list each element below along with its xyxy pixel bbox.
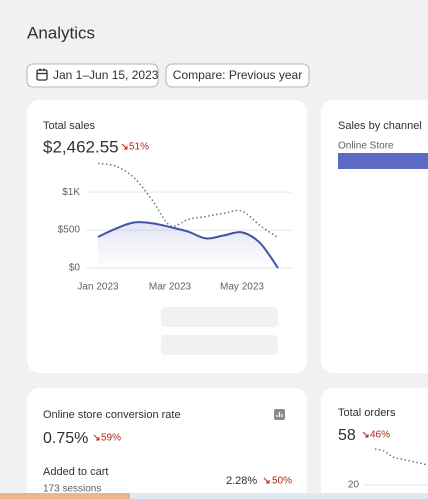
date-button[interactable] bbox=[26, 63, 159, 88]
down-icon bbox=[263, 477, 270, 484]
y-tick-label: 20 bbox=[348, 480, 360, 491]
calendar-icon bbox=[36, 68, 48, 81]
down-icon bbox=[121, 143, 128, 150]
taskbar bbox=[0, 493, 428, 499]
card-title: Total orders bbox=[338, 407, 396, 419]
metric: 0.75% bbox=[43, 430, 88, 447]
card bbox=[27, 388, 307, 499]
page-title: Analytics bbox=[27, 23, 95, 42]
legend-item[interactable] bbox=[161, 307, 278, 327]
x-tick-label: Jan 2023 bbox=[77, 282, 119, 293]
y-tick-label: $500 bbox=[58, 225, 81, 236]
card-title: Total sales bbox=[43, 120, 95, 132]
y-tick-label: $0 bbox=[69, 263, 81, 274]
taskbar-item bbox=[0, 493, 130, 499]
channel-label: Online Store bbox=[338, 141, 394, 152]
x-tick-label: Mar 2023 bbox=[149, 282, 192, 293]
row-sessions: 173 sessions bbox=[43, 484, 101, 495]
x-tick-label: May 2023 bbox=[220, 282, 264, 293]
date-range[interactable]: Jan 1–Jun 15, 2023 bbox=[53, 68, 159, 82]
card-title: Online store conversion rate bbox=[43, 409, 181, 421]
metric: $2,462.55 bbox=[43, 137, 119, 156]
compare-label[interactable]: Compare: Previous year bbox=[173, 68, 302, 82]
row-change: 50% bbox=[272, 476, 292, 487]
row-label: Added to cart bbox=[43, 466, 108, 478]
down-icon bbox=[93, 434, 100, 441]
change: 51% bbox=[129, 142, 149, 153]
card bbox=[321, 388, 428, 499]
chart-icon[interactable] bbox=[274, 409, 285, 420]
card-title: Sales by channel bbox=[338, 120, 422, 132]
line bbox=[374, 448, 428, 466]
change: 46% bbox=[370, 430, 390, 441]
down-icon bbox=[362, 431, 369, 438]
change: 59% bbox=[101, 433, 121, 444]
channel-bar bbox=[338, 153, 428, 169]
row-rate: 2.28% bbox=[226, 475, 257, 487]
y-tick-label: $1K bbox=[62, 187, 80, 198]
line bbox=[97, 162, 279, 239]
line bbox=[97, 221, 279, 269]
compare-button[interactable] bbox=[165, 63, 310, 88]
metric: 58 bbox=[338, 427, 356, 444]
legend-item[interactable] bbox=[161, 335, 278, 355]
